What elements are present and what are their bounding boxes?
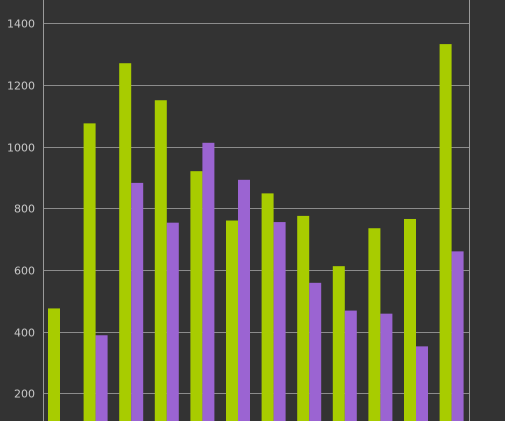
bar-series-2-cat-11 [416, 346, 428, 421]
y-tick-label: 1200 [7, 80, 35, 93]
bar-series-2-cat-8 [309, 282, 322, 421]
bar-series-1-cat-1 [48, 308, 60, 421]
bar-series-1-cat-12 [439, 44, 452, 421]
y-tick-label: 800 [14, 203, 35, 216]
bar-series-1-cat-2 [83, 123, 96, 421]
y-tick-label: 200 [14, 388, 35, 401]
bar-series-1-cat-9 [332, 266, 345, 421]
bar-series-1-cat-5 [190, 171, 203, 421]
bar-series-2-cat-5 [202, 142, 215, 421]
bar-series-2-cat-7 [273, 222, 286, 421]
bar-series-2-cat-9 [344, 310, 357, 421]
bar-series-2-cat-6 [238, 179, 250, 421]
bar-series-2-cat-2 [95, 335, 108, 421]
bar-series-2-cat-3 [131, 182, 144, 421]
axes [43, 0, 470, 421]
bar-series-2-cat-12 [451, 251, 464, 421]
bar-series-2-cat-10 [380, 313, 393, 421]
gridlines [43, 23, 469, 394]
bar-series-1-cat-7 [261, 193, 274, 421]
bar-series-1-cat-11 [404, 218, 416, 421]
y-tick-label: 600 [14, 265, 35, 278]
y-tick-label: 1000 [7, 142, 35, 155]
y-tick-labels: 200 400 600 800 1000 1200 1400 [7, 18, 35, 401]
bars [48, 44, 464, 421]
y-tick-label: 400 [14, 327, 35, 340]
bar-series-1-cat-3 [119, 63, 132, 421]
bar-series-1-cat-4 [154, 100, 167, 421]
bar-series-1-cat-8 [297, 215, 310, 421]
bar-series-1-cat-10 [368, 228, 381, 421]
y-tick-label: 1400 [7, 18, 35, 31]
bar-series-1-cat-6 [226, 220, 238, 421]
bar-series-2-cat-4 [166, 222, 179, 421]
